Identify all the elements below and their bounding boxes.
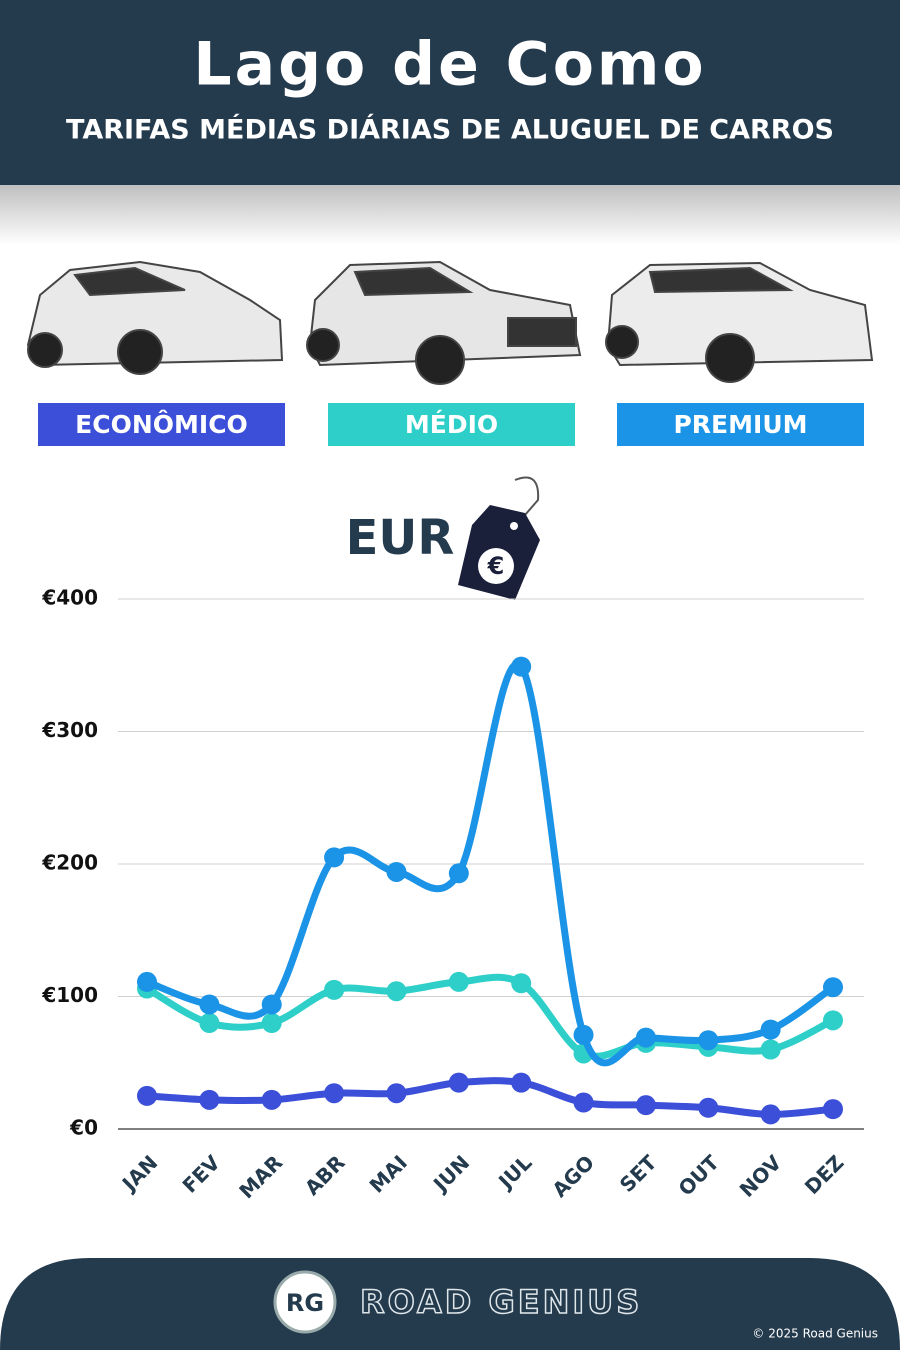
data-point	[324, 1083, 345, 1104]
data-point	[635, 1027, 656, 1048]
chart-subtitle: TARIFAS MÉDIAS DIÁRIAS DE ALUGUEL DE CAR…	[66, 114, 834, 146]
series-line	[145, 660, 836, 1067]
x-tick-label: MAI	[365, 1150, 412, 1197]
data-point	[324, 979, 345, 1000]
data-point	[760, 1039, 781, 1060]
data-point	[199, 994, 220, 1015]
data-point	[635, 1095, 656, 1116]
data-point	[698, 1097, 719, 1118]
data-point	[698, 1030, 719, 1051]
data-point	[511, 656, 532, 677]
legend-label: MÉDIO	[405, 410, 498, 439]
x-tick-label: MAR	[234, 1150, 287, 1203]
x-tick-label: JUL	[492, 1150, 536, 1194]
car-medium	[306, 260, 582, 385]
data-point	[511, 973, 532, 994]
legend-swatch	[328, 403, 575, 446]
data-point	[386, 861, 407, 882]
header-shade	[0, 185, 900, 245]
data-point	[324, 847, 345, 868]
logo-mark: RG	[286, 1289, 324, 1317]
legend-label: PREMIUM	[673, 410, 807, 439]
y-tick-label: €0	[69, 1116, 98, 1140]
data-point	[448, 1072, 469, 1093]
legend: ECONÔMICO MÉDIO PREMIUM	[38, 403, 864, 446]
tag-symbol: €	[487, 552, 505, 580]
x-tick-label: JUN	[427, 1150, 474, 1197]
data-point	[261, 1013, 282, 1033]
car-premium	[605, 261, 874, 383]
data-point	[261, 1089, 282, 1110]
currency-label: EUR	[346, 510, 455, 566]
header-band	[0, 0, 900, 185]
y-tick-label: €100	[41, 983, 98, 1007]
x-tick-label: JAN	[116, 1150, 162, 1196]
data-point	[448, 863, 469, 884]
chart-title: Lago de Como	[193, 30, 706, 100]
brand-name: ROAD GENIUS	[360, 1283, 642, 1321]
y-tick-label: €400	[41, 586, 98, 610]
y-tick-label: €200	[41, 851, 98, 875]
data-point	[261, 994, 282, 1015]
x-tick-label: NOV	[735, 1150, 787, 1202]
x-tick-label: OUT	[674, 1150, 724, 1200]
legend-label: ECONÔMICO	[75, 409, 248, 439]
logo-circle	[273, 1270, 337, 1334]
data-point	[199, 1089, 220, 1110]
x-tick-label: AGO	[547, 1150, 599, 1202]
x-tick-label: ABR	[300, 1150, 350, 1200]
x-tick-label: FEV	[178, 1150, 226, 1198]
y-tick-label: €300	[41, 718, 98, 742]
tag-string	[514, 476, 540, 516]
data-point	[386, 1083, 407, 1104]
data-point	[448, 971, 469, 992]
tag-coin	[478, 548, 514, 584]
tag-hole	[510, 522, 518, 530]
series-line	[146, 1077, 834, 1118]
data-point	[137, 971, 157, 992]
data-point	[386, 981, 407, 1002]
footer-band	[0, 1258, 900, 1350]
data-point	[823, 1099, 843, 1120]
data-point	[573, 1024, 594, 1045]
data-point	[573, 1092, 594, 1113]
data-point	[760, 1104, 781, 1125]
legend-swatch	[617, 403, 864, 446]
copyright: © 2025 Road Genius	[752, 1327, 878, 1341]
data-point	[199, 1013, 220, 1033]
data-point	[823, 1010, 843, 1031]
x-tick-label: SET	[615, 1150, 662, 1197]
car-economy	[26, 260, 284, 375]
legend-swatch	[38, 403, 285, 446]
data-point	[137, 1085, 157, 1106]
data-point	[511, 1072, 532, 1093]
plot: €0 €100 €200 €300 €400 JAN FEV MAR ABR MAI JUN JUL A…	[41, 586, 864, 1203]
data-point	[823, 977, 843, 998]
x-tick-label: DEZ	[800, 1150, 849, 1199]
data-point	[760, 1019, 781, 1040]
